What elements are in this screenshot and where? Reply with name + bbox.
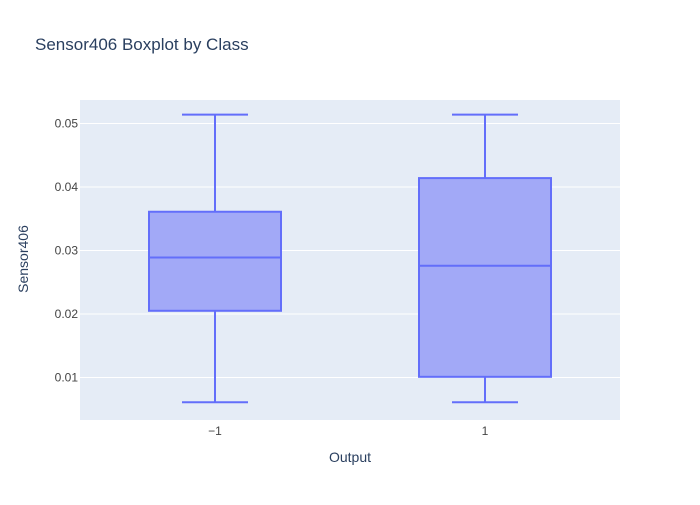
x-axis-label: Output <box>329 449 371 465</box>
iqr-box <box>418 177 552 378</box>
y-tick-label: 0.01 <box>55 370 79 384</box>
y-tick-label: 0.02 <box>55 307 79 321</box>
x-tick-label: −1 <box>208 424 222 438</box>
box-2[interactable] <box>418 113 552 404</box>
chart-title: Sensor406 Boxplot by Class <box>35 35 249 54</box>
y-axis-label: Sensor406 <box>15 225 31 293</box>
box-1[interactable] <box>148 113 282 404</box>
y-tick-label: 0.05 <box>55 116 79 130</box>
box-series <box>148 113 552 404</box>
y-tick-label: 0.04 <box>55 180 79 194</box>
x-axis-ticks: −1 1 <box>208 424 489 438</box>
x-tick-label: 1 <box>482 424 489 438</box>
iqr-box <box>148 210 282 312</box>
y-tick-label: 0.03 <box>55 243 79 257</box>
y-axis-ticks: 0.01 0.02 0.03 0.04 0.05 <box>55 116 79 384</box>
